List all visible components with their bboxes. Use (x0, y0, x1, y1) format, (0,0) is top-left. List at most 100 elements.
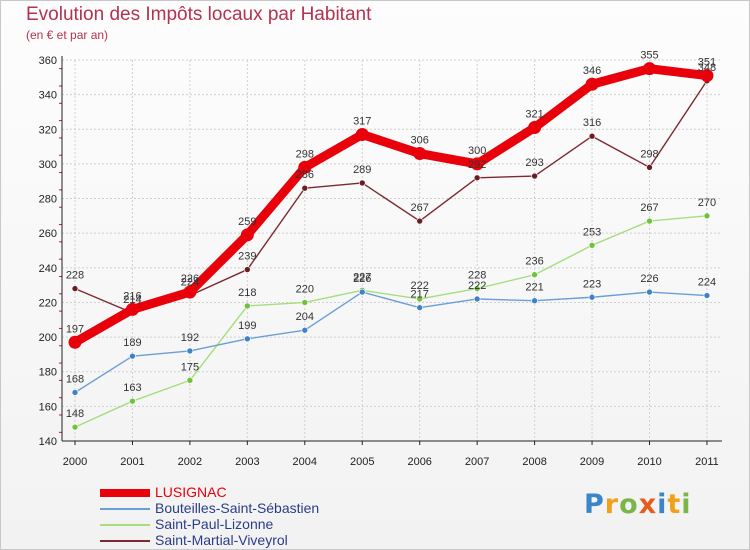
data-label: 189 (123, 337, 141, 349)
data-point (588, 293, 596, 301)
data-point (68, 335, 82, 349)
data-label: 228 (468, 270, 486, 282)
logo-letter: i (681, 489, 692, 520)
data-label: 214 (123, 294, 141, 306)
data-point (71, 285, 79, 292)
data-point (240, 228, 254, 242)
data-label: 224 (181, 277, 199, 289)
data-label: 175 (181, 361, 199, 373)
data-point (585, 77, 599, 91)
logo-letter: P (584, 489, 605, 520)
data-label: 222 (468, 280, 486, 292)
chart-subtitle: (en € et par an) (26, 28, 109, 42)
data-label: 316 (583, 117, 601, 129)
data-point (473, 295, 481, 303)
data-label: 298 (296, 148, 314, 160)
data-label: 227 (353, 271, 371, 283)
legend-label: LUSIGNAC (155, 484, 227, 500)
data-label: 204 (296, 311, 314, 323)
legend-swatch (100, 540, 150, 542)
data-label: 267 (640, 202, 658, 214)
data-point (301, 184, 309, 192)
data-point (71, 389, 79, 396)
data-label: 228 (66, 270, 84, 282)
x-tick-label: 2002 (178, 456, 202, 468)
data-point (129, 397, 136, 405)
series-line-saint-paul-lizonne (74, 215, 708, 428)
data-point (301, 326, 309, 334)
data-label: 292 (468, 159, 486, 171)
data-label: 348 (698, 62, 716, 74)
y-tick-label: 260 (39, 228, 57, 240)
data-point (531, 172, 538, 180)
data-label: 226 (640, 273, 658, 285)
x-tick-label: 2010 (637, 456, 661, 468)
x-tick-label: 2011 (695, 456, 719, 468)
y-tick-label: 360 (39, 55, 57, 67)
data-label: 298 (640, 148, 658, 160)
data-label-layer: 197 216 226 259 298 317 306 300 321 346 355 351 168 1… (66, 50, 716, 420)
data-point (646, 217, 653, 225)
data-label: 236 (525, 256, 543, 268)
data-label: 223 (583, 278, 601, 290)
x-tick-label: 2000 (63, 456, 87, 468)
data-label: 218 (238, 287, 256, 299)
data-label: 163 (123, 382, 141, 394)
x-tick-label: 2003 (235, 456, 259, 468)
data-point (700, 69, 714, 83)
data-point (186, 347, 194, 355)
proxiti-logo: Proxiti (584, 489, 692, 520)
y-tick-label: 220 (39, 297, 57, 309)
data-point (416, 304, 424, 311)
data-label: 168 (66, 374, 84, 386)
data-label: 148 (66, 408, 84, 420)
data-point (355, 127, 369, 141)
data-label: 253 (583, 226, 601, 238)
data-point (298, 160, 312, 174)
logo-letter: t (667, 489, 682, 520)
data-point (358, 179, 366, 187)
data-point (125, 302, 139, 316)
data-label: 286 (296, 169, 314, 181)
data-label: 306 (411, 135, 429, 147)
logo-letter: i (657, 489, 668, 520)
data-label: 289 (353, 164, 371, 176)
series-layer (68, 62, 714, 431)
data-label: 216 (123, 290, 141, 302)
y-tick-label: 180 (39, 367, 57, 379)
data-label: 267 (411, 202, 429, 214)
data-label: 351 (698, 57, 716, 69)
data-label: 355 (640, 50, 658, 62)
data-point (646, 164, 653, 171)
y-tick-label: 240 (39, 263, 57, 275)
logo-letter: x (638, 489, 658, 520)
data-label: 217 (411, 289, 429, 301)
x-tick-label: 2008 (522, 456, 546, 468)
series-line-bouteilles-saint-s-bastien (74, 291, 708, 394)
data-point (244, 302, 251, 310)
data-point (703, 212, 711, 220)
data-label: 300 (468, 145, 486, 157)
y-tick-label: 280 (39, 194, 57, 206)
data-point (244, 335, 251, 343)
data-label: 259 (238, 216, 256, 228)
data-label: 293 (525, 157, 543, 169)
x-tick-label: 2007 (465, 456, 489, 468)
data-label: 226 (181, 273, 199, 285)
x-tick-label: 2009 (580, 456, 604, 468)
data-label: 220 (296, 283, 314, 295)
legend-label: Bouteilles-Saint-Sébastien (155, 500, 320, 516)
series-line-saint-martial-viveyrol (74, 80, 708, 314)
data-point (588, 132, 596, 140)
logo-letter: r (604, 489, 620, 520)
y-tick-label: 300 (39, 159, 57, 171)
data-point (358, 288, 366, 296)
data-label: 192 (181, 332, 199, 344)
data-point (643, 62, 656, 76)
legend-swatch (100, 524, 150, 526)
data-label: 221 (525, 282, 543, 294)
data-point (588, 242, 596, 249)
data-point (703, 292, 711, 299)
data-point (244, 266, 251, 273)
